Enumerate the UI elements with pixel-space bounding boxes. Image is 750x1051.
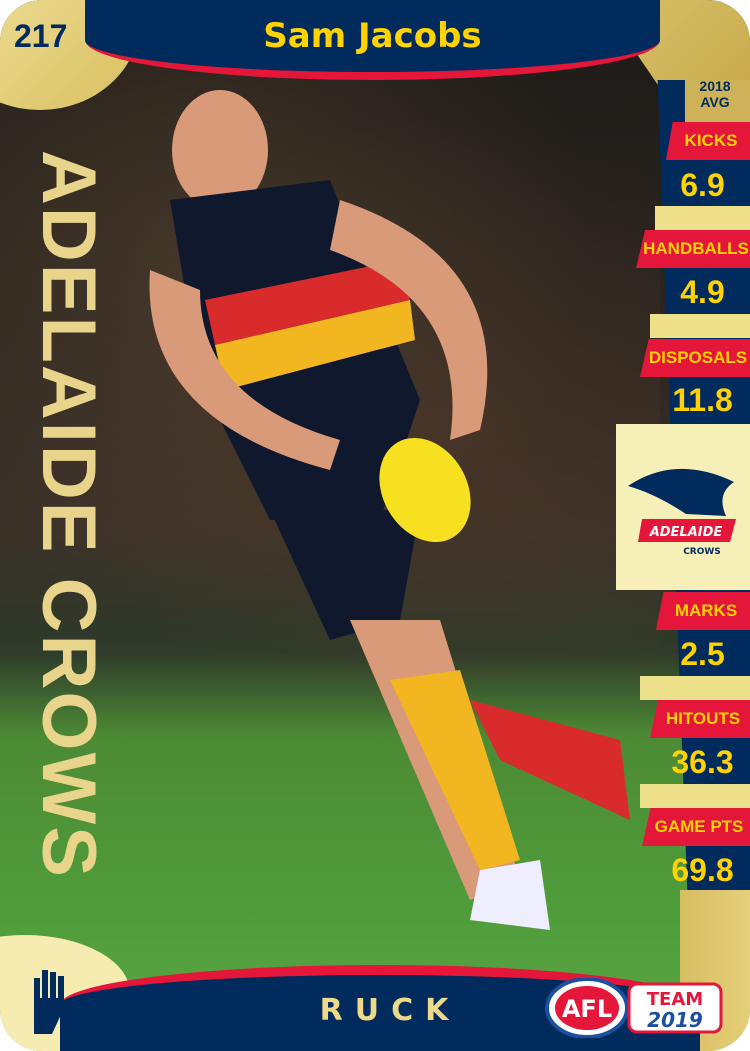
card-number: 217 <box>14 18 68 54</box>
stat-label-hitouts: HITOUTS <box>650 700 750 738</box>
stat-value-kicks: 6.9 <box>680 167 725 203</box>
stat-label-game-pts: GAME PTS <box>642 808 750 846</box>
player-photo <box>149 90 630 930</box>
svg-text:CROWS: CROWS <box>683 547 721 557</box>
team-logo: ADELAIDE CROWS <box>616 424 750 590</box>
crow-icon: ADELAIDE CROWS <box>628 468 736 557</box>
name-banner: Sam Jacobs <box>85 0 660 80</box>
divider <box>650 314 750 338</box>
stat-value-hitouts: 36.3 <box>671 744 734 780</box>
stat-label-handballs: HANDBALLS <box>636 230 750 268</box>
stat-value-handballs: 4.9 <box>680 274 725 310</box>
svg-text:ADELAIDE: ADELAIDE <box>649 525 723 540</box>
svg-text:AFL: AFL <box>562 995 612 1023</box>
team-name-vertical: ADELAIDE CROWS <box>26 150 111 879</box>
hand-icon <box>34 970 64 1034</box>
stat-label-kicks: KICKS <box>666 122 750 160</box>
player-position: RUCK <box>319 993 461 1028</box>
stats-header-bg <box>685 80 750 130</box>
stat-label-disposals: DISPOSALS <box>640 339 750 377</box>
player-name: Sam Jacobs <box>263 16 482 56</box>
divider <box>640 676 750 700</box>
divider <box>640 784 750 808</box>
afl-team-logo: AFL TEAM 2019 <box>545 978 723 1038</box>
stat-value-marks: 2.5 <box>680 636 725 672</box>
stats-header: 2018 AVG <box>699 78 731 110</box>
stat-value-disposals: 11.8 <box>672 382 733 418</box>
svg-text:TEAM: TEAM <box>647 989 703 1010</box>
stat-label-marks: MARKS <box>656 592 750 630</box>
svg-text:2019: 2019 <box>647 1008 703 1032</box>
divider <box>655 206 750 230</box>
stat-value-game-pts: 69.8 <box>671 852 734 888</box>
